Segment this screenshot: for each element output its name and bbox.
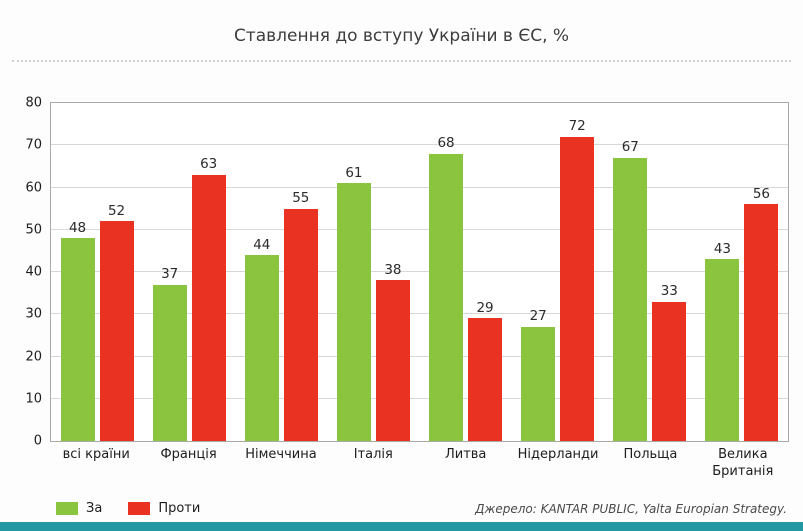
- y-axis-tick-label: 50: [25, 222, 42, 238]
- bar-series-0: [152, 284, 187, 441]
- gridline: [51, 313, 788, 315]
- gridline: [51, 355, 788, 357]
- bar-value-label: 61: [345, 164, 363, 181]
- x-axis-labels: всі країни Франція Німеччина Італія Литва Нід…: [50, 447, 789, 481]
- bar-group: 68 29: [420, 103, 512, 441]
- bar-column: 52: [99, 103, 134, 441]
- bottom-row: За Проти Джерело: KANTAR PUBLIC, Yalta Eu…: [56, 501, 787, 516]
- y-axis-tick-label: 80: [25, 95, 42, 111]
- title-separator: [12, 60, 791, 62]
- bar-column: 33: [652, 103, 687, 441]
- bar-column: 56: [744, 103, 779, 441]
- bar-group: 67 33: [604, 103, 696, 441]
- bar-value-label: 37: [161, 266, 179, 283]
- bar-value-label: 27: [529, 308, 547, 325]
- bar-group: 27 72: [512, 103, 604, 441]
- x-axis-category-label: Польща: [623, 447, 678, 462]
- y-axis-tick-label: 30: [25, 306, 42, 322]
- bar-value-label: 52: [107, 202, 126, 219]
- bar-series-0: [336, 183, 371, 441]
- bar-series-1: [191, 174, 226, 441]
- bar-series-0: [60, 238, 95, 441]
- bar-value-label: 33: [660, 283, 678, 300]
- y-axis-tick-label: 10: [25, 391, 42, 407]
- x-axis-category-label: всі країни: [62, 447, 130, 462]
- bar-group: 48 52: [51, 103, 143, 441]
- gridline: [51, 228, 788, 230]
- y-axis-tick-label: 20: [25, 349, 42, 364]
- bar-value-label: 56: [752, 185, 771, 202]
- bar-column: 37: [152, 103, 187, 441]
- bar-group: 43 56: [696, 103, 788, 441]
- bar-column: 72: [560, 103, 595, 441]
- bar-column: 48: [60, 103, 95, 441]
- bar-series-0: [613, 157, 648, 441]
- y-axis-tick-label: 0: [33, 433, 42, 449]
- y-axis-tick-label: 70: [25, 137, 42, 153]
- y-axis-tick-label: 40: [25, 264, 42, 280]
- gridline: [51, 397, 788, 399]
- bar-value-label: 67: [621, 139, 639, 156]
- bar-series-1: [744, 204, 779, 441]
- bar-series-1: [99, 221, 134, 441]
- bar-group: 44 55: [235, 103, 327, 441]
- bar-column: 27: [521, 103, 556, 441]
- bar-value-label: 48: [68, 219, 87, 236]
- bar-value-label: 44: [253, 236, 271, 253]
- bar-value-label: 55: [292, 190, 310, 207]
- bar-column: 67: [613, 103, 648, 441]
- legend-item-1: Проти: [128, 501, 200, 516]
- legend-swatch: [56, 502, 78, 515]
- bar-group: 37 63: [143, 103, 235, 441]
- legend-item-0: За: [56, 501, 102, 516]
- plot-area: 48 52 37 63 44 55 61 38 68 29 27 72 67 33 43 56 0 10 20 30…: [25, 97, 789, 448]
- source-note: Джерело: KANTAR PUBLIC, Yalta Europian S…: [475, 502, 787, 516]
- bar-column: 61: [336, 103, 371, 441]
- legend: За Проти: [56, 501, 200, 516]
- bar-column: 29: [468, 103, 503, 441]
- bar-value-label: 72: [568, 118, 586, 135]
- bar-column: 38: [375, 103, 410, 441]
- chart-title: Ставлення до вступу України в ЄС, %: [233, 26, 570, 46]
- bar-column: 55: [283, 103, 318, 441]
- bar-series-1: [283, 208, 318, 441]
- x-axis-category-label: Італія: [353, 447, 393, 462]
- bar-value-label: 38: [384, 261, 402, 278]
- x-axis-category-label: Франція: [160, 447, 217, 462]
- gridline: [51, 186, 788, 188]
- bar-series-0: [244, 255, 279, 441]
- legend-label: Проти: [158, 501, 201, 516]
- gridline: [51, 271, 788, 272]
- bar-series-0: [521, 326, 556, 441]
- x-axis-category-label: Литва: [444, 447, 487, 462]
- bar-series-0: [705, 259, 740, 441]
- legend-swatch: [128, 502, 151, 515]
- bar-series-0: [429, 153, 464, 441]
- x-axis-category-label: Велика Британія: [712, 447, 774, 479]
- chart: 48 52 37 63 44 55 61 38 68 29 27 72 67 33 43 56 0 10 20 30…: [25, 97, 789, 481]
- bar-column: 44: [244, 103, 279, 441]
- legend-label: За: [86, 501, 103, 516]
- x-axis-category-label: Нідерланди: [517, 447, 599, 462]
- gridline: [51, 144, 788, 146]
- bar-column: 68: [429, 103, 464, 441]
- footer-accent-bar: [0, 522, 803, 531]
- bar-series-1: [560, 136, 595, 441]
- bar-value-label: 63: [200, 156, 218, 173]
- bar-value-label: 29: [476, 299, 494, 316]
- bar-column: 43: [705, 103, 740, 441]
- bar-series-1: [375, 280, 410, 441]
- bar-groups: 48 52 37 63 44 55 61 38 68 29 27 72 67 33 43 56: [51, 103, 788, 441]
- y-axis-tick-label: 60: [25, 180, 42, 195]
- bar-group: 61 38: [327, 103, 419, 441]
- bar-value-label: 68: [437, 135, 455, 152]
- bar-value-label: 43: [713, 240, 732, 257]
- x-axis-category-label: Німеччина: [245, 447, 317, 462]
- bar-series-1: [652, 301, 687, 441]
- bar-column: 63: [191, 103, 226, 441]
- bar-series-1: [468, 318, 503, 441]
